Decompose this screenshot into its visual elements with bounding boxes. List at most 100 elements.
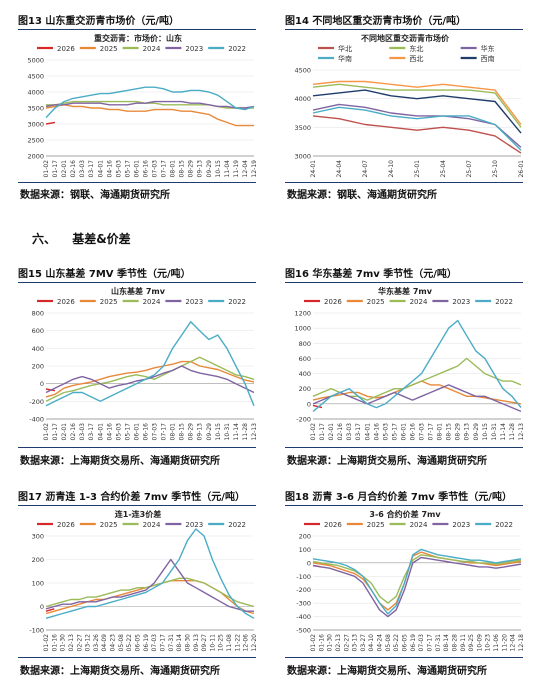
chart-4-xtick: 02-27	[76, 634, 83, 652]
chart-2-xtick: 05-03	[115, 423, 122, 441]
chart-0-xtick: 02-01	[61, 160, 68, 178]
chart-2-xtick: 08-01	[170, 423, 177, 441]
chart-4-xtick: 01-30	[60, 634, 67, 652]
chart-1-legend-华北: 华北	[338, 44, 352, 53]
chart-0-xtick: 06-01	[133, 160, 140, 178]
chart-3-ytick: 1200	[294, 310, 311, 318]
chart-1-legend-东北: 东北	[409, 44, 423, 53]
chart-5-legend-2024: 2024	[410, 521, 428, 529]
chart-3-xtick: 08-15	[446, 423, 453, 441]
figure-15-title: 图15 山东基差 7MV 季节性（元/吨）	[18, 269, 191, 280]
chart-2-xtick: 06-16	[142, 423, 149, 441]
chart-0-xtick: 04-16	[106, 160, 113, 178]
chart-3-ytick: 0	[307, 400, 311, 408]
chart-0-xtick: 11-19	[233, 160, 240, 178]
chart-3-ytick: 200	[299, 385, 311, 393]
figure-15-source: 数据来源：上海期货交易所、海通期货研究所	[20, 456, 220, 467]
chart-0-series-2023	[45, 100, 255, 109]
chart-3-legend-2022: 2022	[495, 298, 513, 306]
chart-2-series-2022	[45, 321, 255, 407]
section-title: 基差&价差	[72, 232, 131, 246]
chart-5-ytick: -200	[296, 586, 311, 594]
chart-2-xtick: 03-17	[88, 423, 95, 441]
chart-2-legend-2023: 2023	[185, 298, 203, 306]
chart-0-xtick: 09-29	[206, 160, 213, 178]
chart-2-ytick: 0	[40, 380, 44, 388]
chart-4-xtick: 07-31	[168, 634, 175, 652]
chart-5-ytick: 100	[299, 546, 311, 554]
chart-3-xtick: 09-13	[464, 423, 471, 441]
chart-4-legend-2024: 2024	[143, 521, 161, 529]
chart-1-xtick: 25-07	[466, 160, 473, 178]
chart-5-xtick: 01-16	[318, 634, 325, 652]
chart-4-xtick: 09-13	[193, 634, 200, 652]
chart-5-series-2025	[312, 551, 522, 611]
chart-3-legend-2023: 2023	[452, 298, 470, 306]
chart-4-xtick: 07-17	[159, 634, 166, 652]
chart-5-xtick: 07-03	[418, 634, 425, 652]
chart-3-ytick: 600	[299, 355, 311, 363]
chart-13: 重交沥青：市场价：山东 2026 2025 2024 2023 2022 2000 2500 3…	[27, 33, 258, 178]
figure-16-source-rule	[285, 447, 523, 448]
chart-0-ytick: 4500	[27, 73, 44, 81]
chart-1-series-西北	[312, 80, 522, 125]
chart-4-xtick: 08-30	[184, 634, 191, 652]
chart-4-xtick: 08-14	[176, 634, 183, 652]
chart-1-series-华南	[312, 106, 522, 151]
figure-15-rule	[18, 282, 256, 283]
chart-5-xtick: 01-30	[327, 634, 334, 652]
chart-4-xtick: 10-25	[218, 634, 225, 652]
chart-2-title: 山东基差 7mv	[111, 286, 166, 296]
chart-0-xtick: 07-03	[152, 160, 159, 178]
chart-2-ytick: 800	[32, 310, 44, 318]
chart-0-ytick: 2000	[27, 153, 44, 161]
chart-2-ytick: 600	[32, 327, 44, 335]
chart-4-xtick: 01-16	[51, 634, 58, 652]
chart-1-legend-华东: 华东	[481, 44, 495, 53]
chart-5-ytick: -500	[296, 627, 311, 635]
chart-5-title: 3-6 合约价差 7mv	[369, 509, 441, 519]
chart-3-xtick: 10-15	[482, 423, 489, 441]
chart-4-xtick: 06-19	[143, 634, 150, 652]
figure-14-title: 图14 不同地区重交沥青市场价（元/吨）	[285, 16, 467, 27]
chart-0-xtick: 02-16	[70, 160, 77, 178]
chart-2-ytick: -200	[29, 398, 44, 406]
chart-3-xtick: 08-29	[455, 423, 462, 441]
chart-3-xtick: 02-16	[337, 423, 344, 441]
chart-3-xtick: 02-01	[328, 423, 335, 441]
chart-0-legend-2025: 2025	[100, 45, 118, 53]
chart-2-xtick: 12-13	[251, 423, 258, 441]
figure-16-source: 数据来源：上海期货交易所、海通期货研究所	[287, 456, 487, 467]
chart-5-legend-2025: 2025	[367, 521, 385, 529]
chart-2-xtick: 11-14	[233, 423, 240, 441]
chart-2-legend-2024: 2024	[143, 298, 161, 306]
chart-2-xtick: 02-16	[70, 423, 77, 441]
chart-2-xtick: 11-28	[242, 423, 249, 441]
chart-5-xtick: 07-17	[426, 634, 433, 652]
chart-1-ytick: 3500	[294, 124, 311, 132]
chart-5-xtick: 06-05	[402, 634, 409, 652]
chart-1-series-华东	[312, 103, 522, 148]
chart-4-xtick: 07-03	[151, 634, 158, 652]
chart-0-xtick: 10-15	[215, 160, 222, 178]
chart-2-series-2023	[45, 365, 255, 394]
chart-1-xtick: 24-10	[388, 160, 395, 178]
chart-4-series-2023	[45, 558, 254, 612]
chart-2-xtick: 07-03	[152, 423, 159, 441]
figure-17-source-rule	[18, 657, 256, 658]
chart-1-xtick: 25-01	[414, 160, 421, 178]
chart-5-legend-2026: 2026	[324, 521, 342, 529]
chart-2-xtick: 06-01	[133, 423, 140, 441]
section-number: 六、	[32, 232, 57, 246]
chart-1-xtick: 24-04	[336, 160, 343, 178]
chart-0-ytick: 3000	[27, 121, 44, 129]
chart-1-xtick: 24-07	[362, 160, 369, 178]
chart-3-xtick: 05-17	[391, 423, 398, 441]
chart-4-xtick: 11-22	[234, 634, 241, 652]
chart-2-xtick: 01-02	[43, 423, 50, 441]
chart-5-ytick: -300	[296, 600, 311, 608]
chart-5-series-2024	[312, 554, 522, 604]
chart-0-xtick: 01-02	[43, 160, 50, 178]
chart-4-series-2026	[45, 608, 55, 612]
figure-13-title: 图13 山东重交沥青市场价（元/吨）	[18, 16, 180, 27]
